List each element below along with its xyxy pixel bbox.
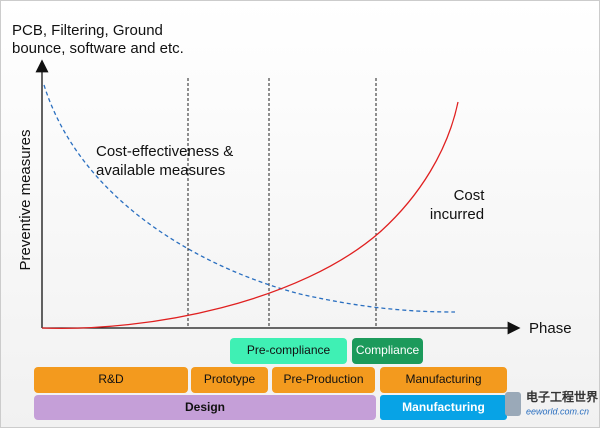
box-label: Manufacturing xyxy=(402,400,485,414)
x-axis-label: Phase xyxy=(529,320,572,337)
stage-box xyxy=(380,395,507,420)
measures-curve xyxy=(43,84,456,313)
box-label: Pre-Production xyxy=(283,372,363,386)
curve-label: incurred xyxy=(430,206,484,223)
box-label: Design xyxy=(185,400,225,414)
logo-icon xyxy=(505,392,521,416)
phase-boxes xyxy=(34,367,507,393)
watermark-title: 电子工程世界 xyxy=(526,389,598,404)
box-label: Prototype xyxy=(204,372,256,386)
curve-label: Cost xyxy=(454,187,486,204)
y-axis-label: Preventive measures xyxy=(17,130,34,271)
curve-label: available measures xyxy=(96,162,225,179)
box-label: Compliance xyxy=(356,343,420,357)
phase-box xyxy=(230,338,347,364)
header-line: bounce, software and etc. xyxy=(12,40,184,57)
stage-box xyxy=(34,395,376,420)
phase-dividers xyxy=(187,78,377,328)
phase-box xyxy=(352,338,423,364)
watermark-site: eeworld.com.cn xyxy=(526,406,589,416)
box-label: R&D xyxy=(98,372,124,386)
box-label: Manufacturing xyxy=(405,372,481,386)
box-label: Pre-compliance xyxy=(247,343,331,357)
header-line: PCB, Filtering, Ground xyxy=(12,22,163,39)
curve-label: Cost-effectiveness & xyxy=(96,143,233,160)
cost-curve xyxy=(41,101,459,329)
